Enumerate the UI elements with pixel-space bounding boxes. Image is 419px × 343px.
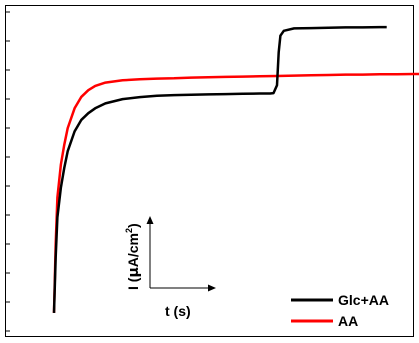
legend: Glc+AA AA (291, 292, 389, 329)
series-line-aa (52, 72, 419, 313)
y-label-mu: μ (126, 267, 142, 277)
y-label-superscript: 2 (124, 228, 134, 233)
y-label-unit: A/cm (125, 233, 141, 267)
y-axis-label: I (μA/cm2) (124, 223, 142, 290)
plot-frame (5, 5, 414, 337)
y-label-prefix: I ( (125, 277, 141, 290)
axis-indicator (146, 216, 216, 292)
legend-label-glc-aa: Glc+AA (338, 292, 389, 308)
series-line-glc-aa (52, 25, 387, 313)
series-layer (52, 25, 419, 313)
indicator-y-arrowhead (146, 216, 154, 224)
legend-label-aa: AA (338, 313, 358, 329)
indicator-x-arrowhead (208, 284, 216, 292)
x-axis-label: t (s) (165, 303, 191, 319)
y-label-suffix: ) (125, 223, 141, 228)
left-axis-ticks (5, 11, 10, 332)
